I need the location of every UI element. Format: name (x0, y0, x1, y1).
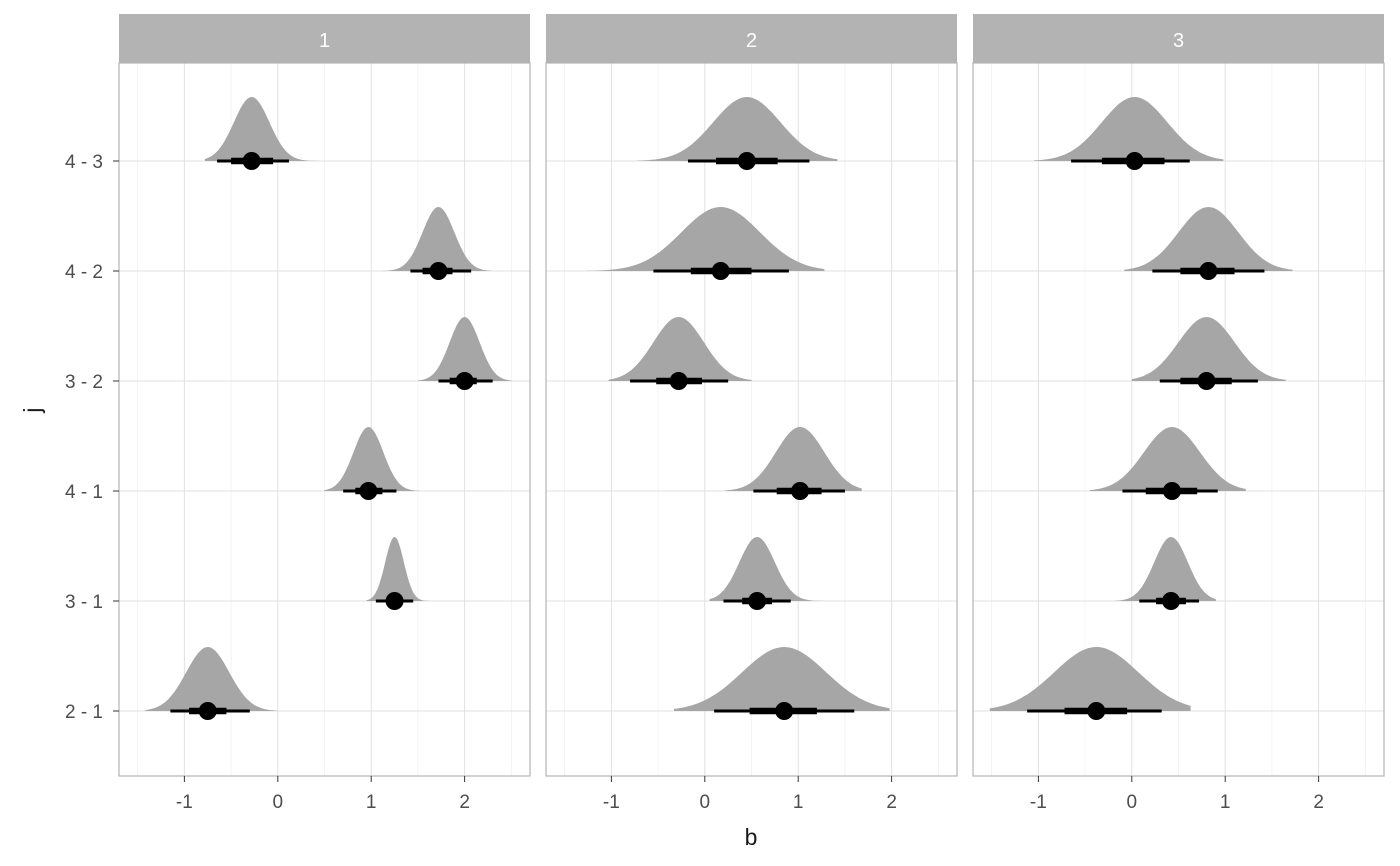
halfeye-3-1 (366, 537, 432, 610)
median-point (359, 482, 378, 500)
median-point (1087, 702, 1106, 720)
x-tick-label: 1 (1220, 792, 1231, 813)
density-slab (366, 537, 432, 601)
median-point (198, 702, 217, 720)
density-slab (324, 427, 420, 491)
panel-1: 1 (118, 14, 531, 777)
median-point (385, 592, 404, 610)
x-axis-title: b (745, 824, 758, 850)
x-tick-label: 2 (886, 792, 897, 813)
y-tick-label: 3 - 2 (65, 372, 103, 393)
median-point (737, 152, 756, 170)
density-slab (417, 317, 512, 381)
median-point (455, 372, 474, 390)
density-slab (608, 317, 752, 381)
x-axis: -1 0 1 2 -1 0 1 2 -1 0 1 2 (176, 776, 1324, 813)
x-tick-label: -1 (176, 792, 193, 813)
median-point (1125, 152, 1144, 170)
x-tick-label: -1 (1030, 792, 1047, 813)
panel-border (972, 62, 1385, 777)
median-point (429, 262, 448, 280)
x-tick-label: 2 (459, 792, 470, 813)
halfeye-4-3 (636, 97, 838, 170)
halfeye-3-1 (709, 537, 827, 610)
median-point (1199, 262, 1218, 280)
x-tick-label: 1 (366, 792, 377, 813)
median-point (711, 262, 730, 280)
halfeye-3-1 (1115, 537, 1216, 610)
panel-border (118, 62, 531, 777)
halfeye-2-1 (674, 647, 890, 720)
halfeye-4-3 (1033, 97, 1224, 170)
median-point (669, 372, 688, 390)
halfeye-4-2 (1124, 207, 1293, 280)
density-slab (586, 207, 825, 271)
median-point (791, 482, 810, 500)
strip-2 (546, 14, 957, 63)
median-point (775, 702, 794, 720)
density-slab (204, 97, 323, 161)
halfeye-4-2 (586, 207, 825, 280)
density-slab (709, 537, 827, 601)
x-tick-label: 2 (1313, 792, 1324, 813)
halfeye-4-3 (204, 97, 323, 170)
y-axis-title: j (19, 407, 45, 413)
y-tick-label: 2 - 1 (65, 702, 103, 723)
density-slab (145, 647, 278, 711)
median-point (1162, 482, 1181, 500)
strip-label-3: 3 (1173, 30, 1184, 52)
strip-1 (119, 14, 530, 63)
density-slab (674, 647, 890, 711)
halfeye-4-1 (324, 427, 420, 500)
halfeye-4-1 (725, 427, 862, 500)
median-point (1162, 592, 1181, 610)
strip-3 (973, 14, 1384, 63)
strip-label-2: 2 (746, 30, 757, 52)
x-tick-label: 1 (793, 792, 804, 813)
y-tick-label: 3 - 1 (65, 592, 103, 613)
halfeye-4-1 (1089, 427, 1246, 500)
panel-border (545, 62, 958, 777)
halfeye-2-1 (145, 647, 278, 720)
panel-2: 2 (545, 14, 958, 777)
x-tick-label: 0 (700, 792, 711, 813)
density-slab (1089, 427, 1246, 491)
y-axis: 4 - 3 4 - 2 3 - 2 4 - 1 3 - 1 2 - 1 (65, 152, 119, 723)
strip-label-1: 1 (319, 30, 330, 52)
halfeye-3-2 (608, 317, 752, 390)
halfeye-2-1 (989, 647, 1191, 720)
x-tick-label: 0 (1127, 792, 1138, 813)
density-slab (1131, 317, 1286, 381)
x-tick-label: 0 (273, 792, 284, 813)
y-tick-label: 4 - 1 (65, 482, 103, 503)
median-point (748, 592, 767, 610)
median-point (1197, 372, 1216, 390)
density-slab (725, 427, 862, 491)
density-slab (989, 647, 1191, 711)
x-tick-label: -1 (603, 792, 620, 813)
y-tick-label: 4 - 2 (65, 262, 103, 283)
density-slab (1033, 97, 1224, 161)
halfeye-3-2 (417, 317, 512, 390)
panel-3: 3 (972, 14, 1385, 777)
density-slab (1124, 207, 1293, 271)
halfeye-3-2 (1131, 317, 1286, 390)
median-point (242, 152, 261, 170)
halfeye-4-2 (382, 207, 491, 280)
density-slab (1115, 537, 1216, 601)
y-tick-label: 4 - 3 (65, 152, 103, 173)
density-slab (382, 207, 491, 271)
density-slab (636, 97, 838, 161)
